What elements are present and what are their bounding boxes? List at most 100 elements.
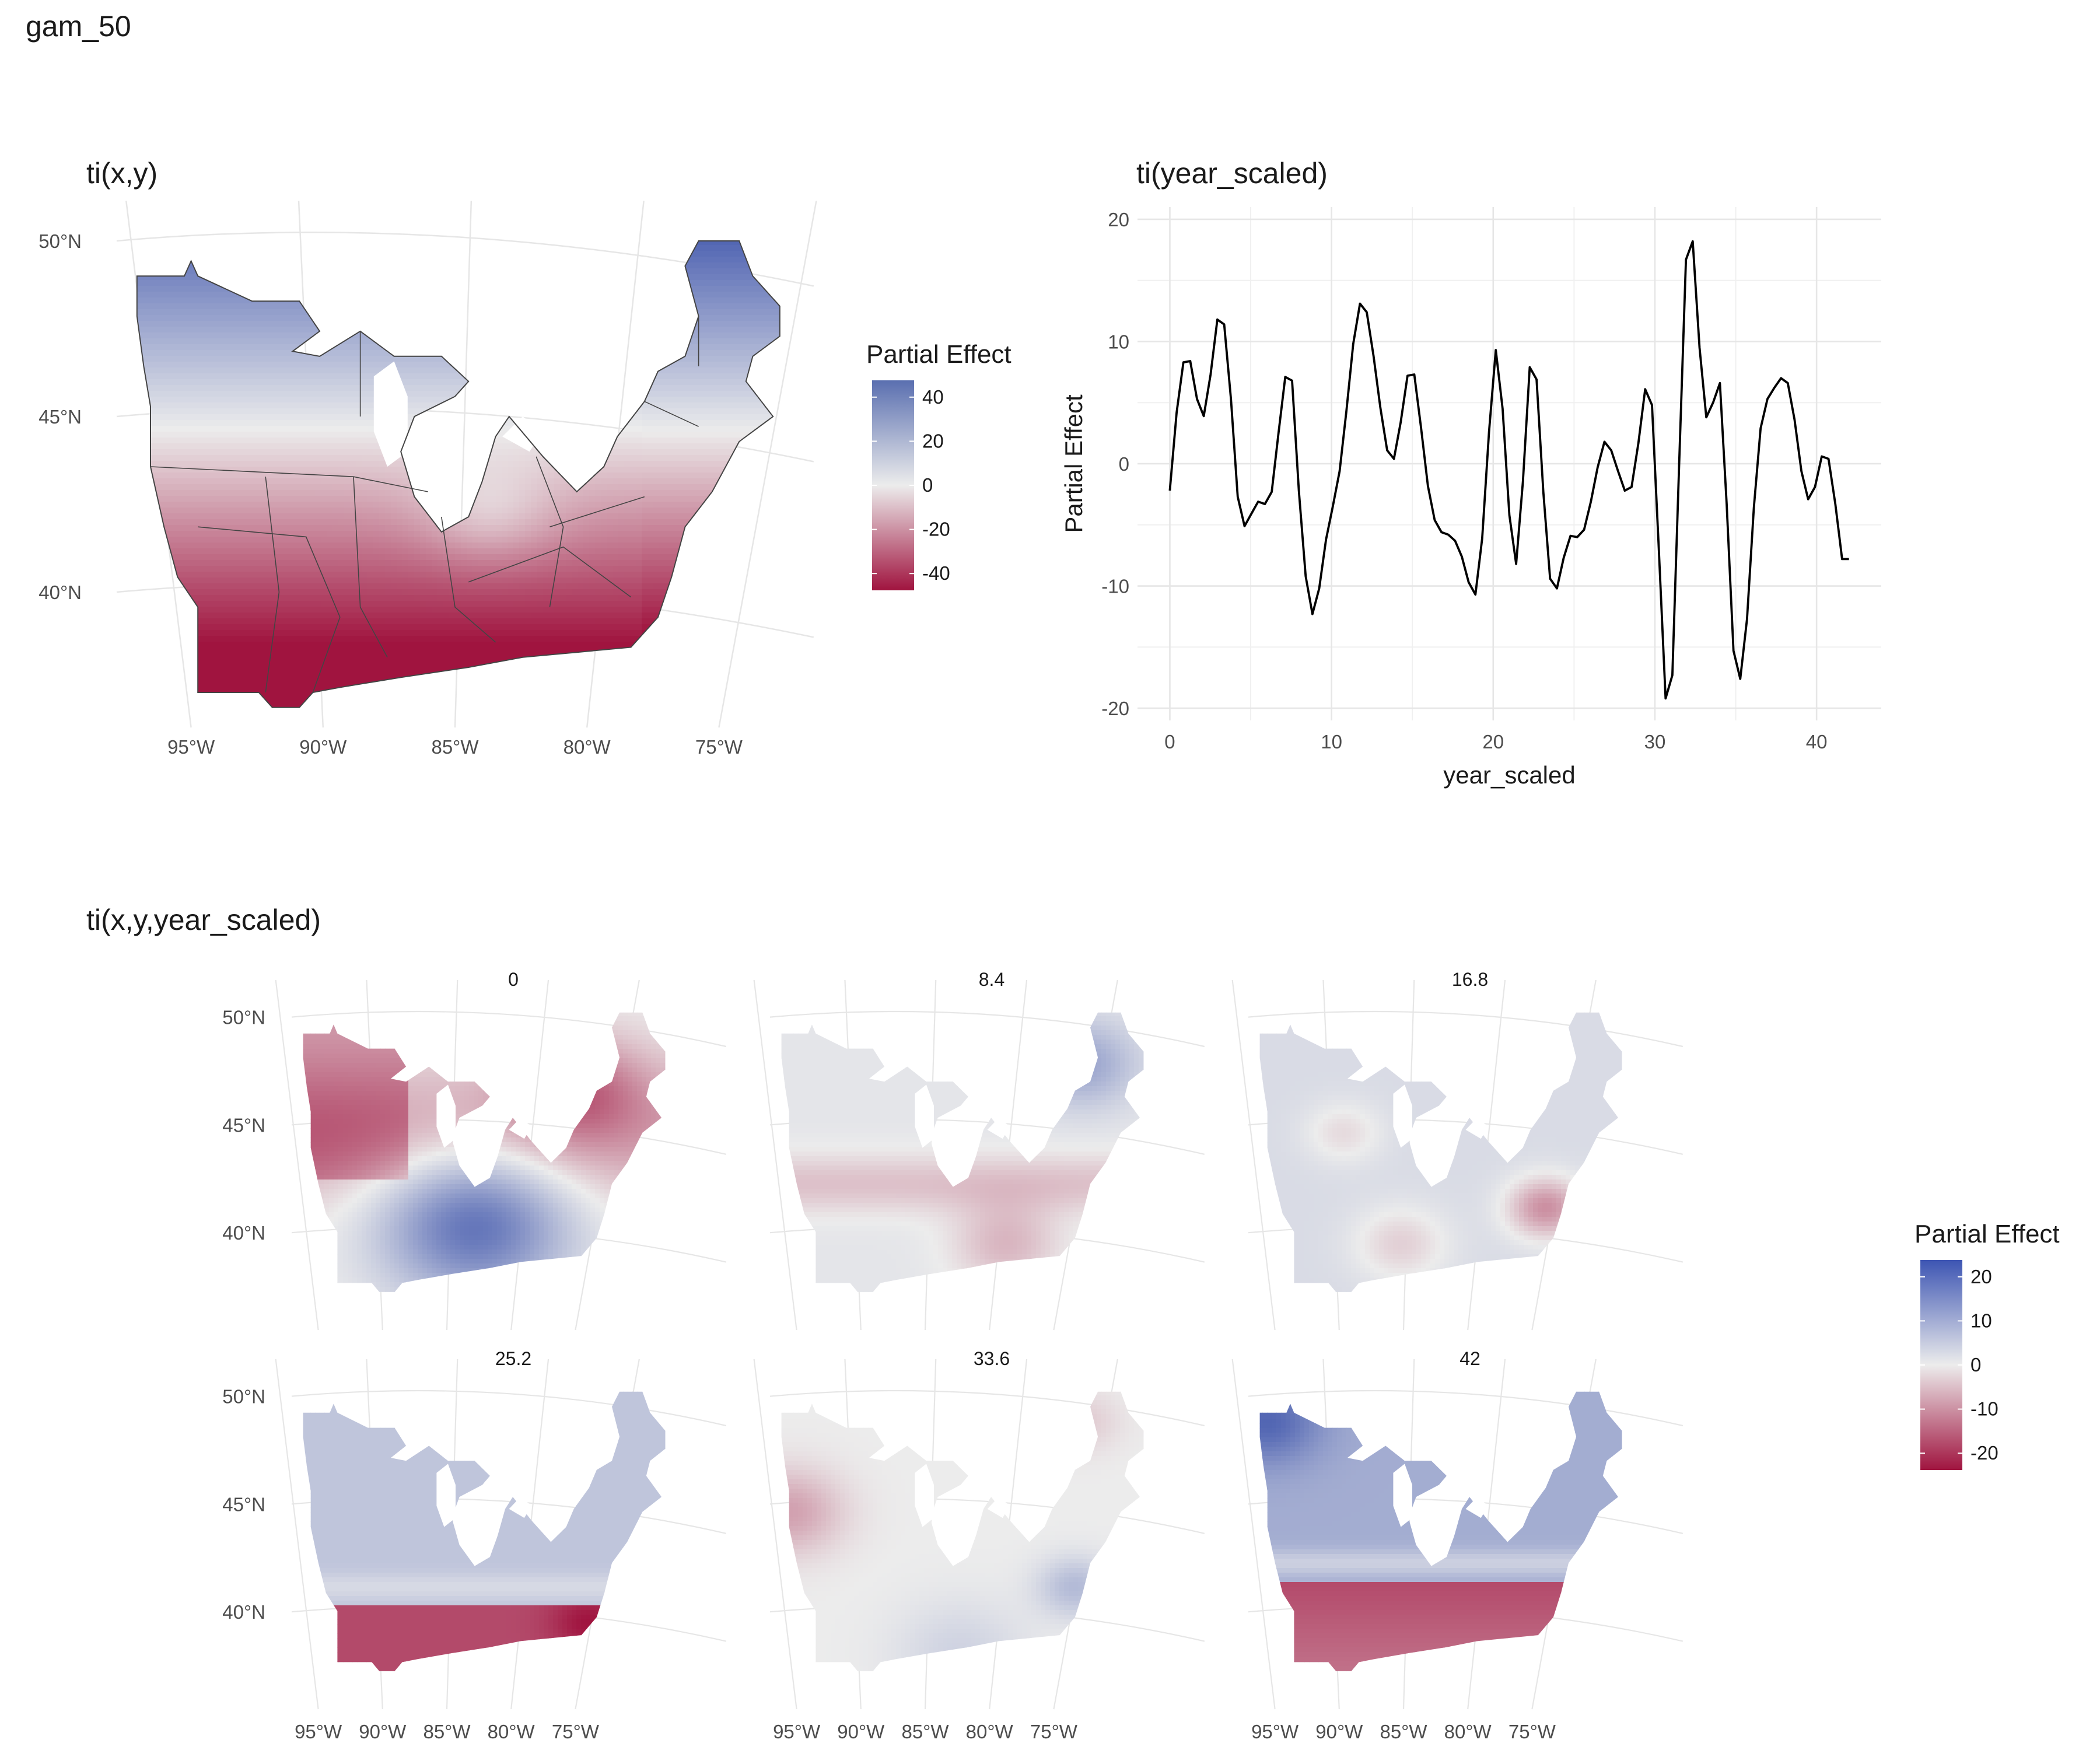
heatmap-cell [484,408,491,415]
heatmap-cell [192,350,199,356]
heatmap-cell [385,241,391,246]
heatmap-cell [747,274,753,281]
heatmap-cell [426,280,432,286]
heatmap-cell [158,356,164,362]
heatmap-cell [175,438,181,444]
heatmap-cell [146,241,152,246]
heatmap-cell [542,438,549,444]
heatmap-cell [548,327,555,333]
heatmap-cell [192,338,199,345]
heatmap-cell [700,315,706,321]
heatmap-cell [152,391,158,397]
heatmap-cell [303,274,310,281]
heatmap-cell [671,350,677,356]
heatmap-cell [268,332,275,339]
heatmap-cell [513,262,520,269]
heatmap-cell [233,251,240,257]
heatmap-cell [636,373,642,380]
heatmap-cell [187,432,193,438]
heatmap-cell [338,268,345,275]
heatmap-cell [228,321,234,327]
heatmap-cell [747,344,753,351]
heatmap-cell [712,414,718,421]
heatmap-cell [257,233,263,240]
heatmap-cell [712,332,718,339]
heatmap-cell [298,262,304,269]
heatmap-cell [758,344,765,351]
heatmap-cell [408,257,415,263]
heatmap-cell [286,362,292,368]
heatmap-cell [473,443,479,450]
heatmap-cell [397,280,403,286]
heatmap-cell [426,332,432,339]
heatmap-cell [706,262,712,269]
heatmap-cell [770,402,776,409]
heatmap-cell [204,373,211,380]
heatmap-cell [245,298,251,304]
heatmap-cell [770,362,776,368]
heatmap-cell [782,344,788,351]
heatmap-cell [601,262,607,269]
heatmap-cell [642,327,648,333]
heatmap-cell [239,216,246,222]
heatmap-cell [583,438,590,444]
heatmap-cell [134,222,141,228]
heatmap-cell [502,321,508,327]
heatmap-cell [309,432,316,438]
heatmap-cell [222,455,228,461]
heatmap-cell [327,309,333,316]
heatmap-cell [589,397,596,403]
heatmap-cell [770,251,776,257]
heatmap-cell [508,461,514,467]
heatmap-cell [665,286,671,292]
heatmap-cell [782,449,788,456]
heatmap-cell [537,309,543,316]
heatmap-cell [642,280,648,286]
heatmap-cell [169,455,176,461]
heatmap-cell [187,362,193,368]
heatmap-cell [583,274,590,281]
heatmap-cell [391,321,397,327]
heatmap-cell [426,321,432,327]
heatmap-cell [362,286,368,292]
heatmap-cell [136,438,141,444]
heatmap-cell [321,373,327,380]
heatmap-cell [788,420,794,426]
heatmap-cell [169,303,176,310]
heatmap-cell [659,373,666,380]
heatmap-cell [315,257,321,263]
heatmap-cell [362,449,368,456]
heatmap-cell [210,379,216,386]
heatmap-cell [723,327,730,333]
heatmap-cell [338,449,345,456]
heatmap-cell [136,408,141,415]
heatmap-cell [379,327,386,333]
heatmap-cell [595,438,601,444]
heatmap-cell [262,368,269,374]
heatmap-cell [356,344,362,351]
heatmap-cell [332,438,339,444]
heatmap-cell [583,268,590,275]
heatmap-cell [624,228,631,234]
heatmap-cell [438,455,444,461]
heatmap-cell [583,356,590,362]
heatmap-cell [589,251,596,257]
heatmap-cell [356,443,362,450]
heatmap-cell [268,274,275,281]
heatmap-cell [788,391,794,397]
heatmap-cell [572,391,578,397]
heatmap-cell [175,385,181,391]
heatmap-cell [653,327,660,333]
heatmap-cell [432,251,438,257]
heatmap-cell [298,420,304,426]
heatmap-cell [747,385,753,391]
heatmap-cell [222,315,228,321]
heatmap-cell [653,432,660,438]
heatmap-cell [496,461,502,467]
heatmap-cell [537,228,543,234]
heatmap-cell [245,362,251,368]
heatmap-cell [473,420,479,426]
heatmap-cell [706,414,712,421]
heatmap-cell [222,414,228,421]
heatmap-cell [414,385,421,391]
